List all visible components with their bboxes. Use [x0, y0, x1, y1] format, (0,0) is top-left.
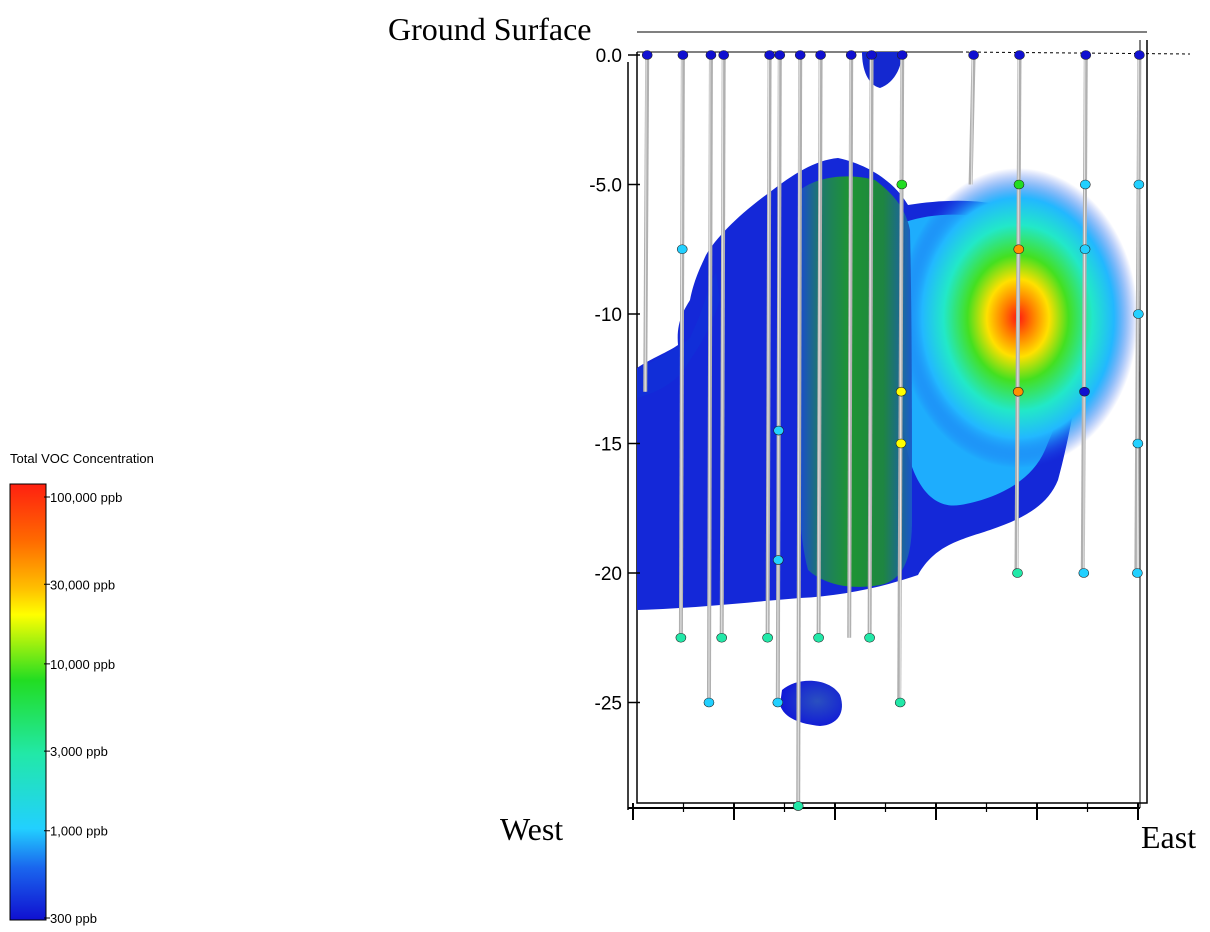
plume-deep-blob	[780, 680, 842, 726]
ground-surface-label: Ground Surface	[388, 11, 591, 47]
sample-marker	[813, 632, 824, 643]
well-highlight	[899, 54, 902, 703]
plume-green-band	[798, 176, 912, 587]
well-highlight	[680, 54, 683, 638]
well-9	[845, 50, 857, 638]
sample-marker	[866, 50, 877, 60]
sample-marker	[845, 50, 857, 60]
well-3	[703, 50, 717, 708]
sample-marker	[762, 632, 773, 643]
sample-marker	[716, 632, 728, 643]
sample-marker	[1012, 386, 1024, 397]
well-7	[792, 50, 806, 811]
well-highlight	[797, 54, 800, 807]
color-legend: Total VOC Concentration 100,000 ppb 30,00…	[9, 451, 154, 926]
sample-marker	[1012, 568, 1023, 578]
sample-marker	[1134, 50, 1145, 60]
well-highlight	[1017, 54, 1019, 574]
sample-marker	[772, 697, 784, 708]
sample-marker	[894, 697, 906, 708]
well-highlight	[767, 54, 770, 638]
sample-marker	[641, 50, 653, 60]
sample-marker	[718, 50, 730, 60]
well-highlight	[721, 54, 724, 638]
well-15	[1132, 50, 1145, 578]
sample-marker	[864, 632, 875, 643]
legend-stop-label: 100,000 ppb	[50, 490, 122, 505]
legend-color-bar	[9, 483, 47, 921]
well-highlight	[971, 54, 974, 185]
sample-marker	[774, 50, 786, 60]
sample-marker	[895, 438, 907, 449]
sample-marker	[1133, 179, 1145, 190]
well-12	[968, 50, 979, 185]
y-tick-label: 0.0	[596, 46, 622, 67]
sample-marker	[703, 697, 715, 708]
sample-marker	[1132, 568, 1143, 578]
legend-stop-label: 30,000 ppb	[50, 577, 115, 592]
well-14	[1078, 50, 1092, 578]
well-highlight	[644, 54, 647, 392]
sample-marker	[1078, 568, 1090, 578]
y-tick-label: -20	[595, 564, 622, 585]
sample-marker	[677, 50, 689, 60]
well-5	[762, 50, 775, 643]
sample-marker	[1013, 244, 1025, 255]
well-highlight	[818, 54, 821, 638]
sample-marker	[772, 555, 784, 565]
x-axis-ticks	[632, 803, 1139, 820]
legend-title: Total VOC Concentration	[10, 451, 154, 466]
y-axis: 0.0 -5.0 -10 -15 -20 -25	[589, 46, 640, 715]
well-2	[675, 50, 689, 643]
sample-marker	[1080, 179, 1091, 190]
legend-stop-label: 1,000 ppb	[50, 824, 108, 839]
y-tick-label: -5.0	[589, 176, 622, 197]
east-label: East	[1141, 819, 1196, 855]
sample-marker	[815, 50, 826, 60]
sample-marker	[794, 50, 806, 60]
well-highlight	[1083, 54, 1086, 574]
sample-marker	[1014, 50, 1025, 60]
sample-marker	[1132, 438, 1144, 449]
legend-stop-label: 10,000 ppb	[50, 657, 115, 672]
well-highlight	[777, 54, 780, 703]
sample-marker	[1013, 179, 1025, 190]
legend-labels: 100,000 ppb 30,000 ppb 10,000 ppb 3,000 ppb…	[44, 490, 122, 926]
legend-stop-label: 3,000 ppb	[50, 744, 108, 759]
legend-stop-label: 300 ppb	[50, 911, 97, 926]
well-13	[1012, 50, 1025, 578]
well-1	[641, 50, 653, 392]
well-11	[894, 50, 908, 708]
sample-marker	[896, 179, 908, 190]
west-label: West	[500, 811, 563, 847]
well-10	[864, 50, 877, 643]
y-tick-label: -15	[595, 435, 622, 456]
sample-marker	[764, 50, 775, 60]
well-6	[772, 50, 786, 708]
sample-marker	[705, 50, 717, 60]
sample-marker	[1080, 50, 1092, 60]
sample-marker	[896, 50, 908, 60]
sample-marker	[675, 632, 687, 643]
well-8	[813, 50, 826, 643]
plume-west-lobe	[637, 272, 720, 398]
well-highlight	[848, 54, 851, 638]
y-tick-label: -10	[595, 305, 622, 326]
wells-layer	[641, 50, 1145, 811]
well-4	[716, 50, 730, 643]
well-highlight	[869, 54, 872, 638]
sample-marker	[792, 801, 804, 811]
sample-marker	[773, 425, 784, 436]
sample-marker	[676, 244, 688, 255]
sample-marker	[1079, 386, 1090, 397]
sample-marker	[1079, 244, 1091, 255]
y-tick-label: -25	[595, 694, 622, 715]
sample-marker	[895, 386, 907, 397]
well-highlight	[708, 54, 711, 703]
sample-marker	[1133, 309, 1144, 319]
sample-marker	[968, 50, 979, 60]
